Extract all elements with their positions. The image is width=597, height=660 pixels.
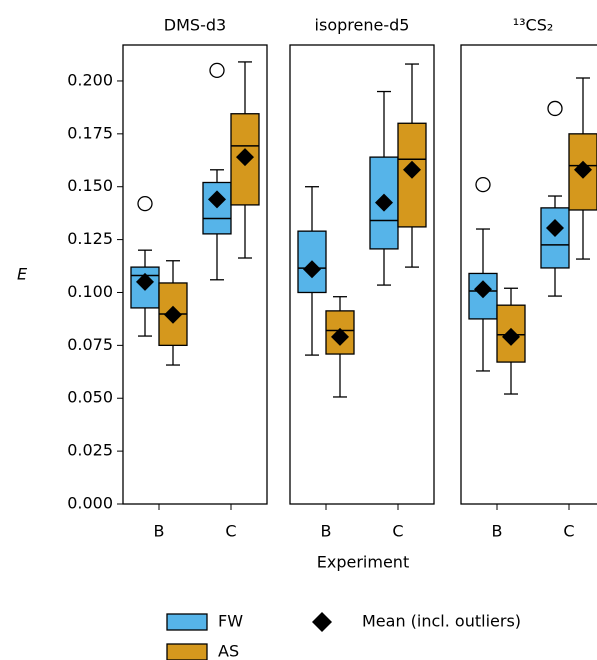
mean-marker [403, 160, 421, 179]
y-tick-label: 0.175 [67, 123, 113, 142]
legend-label: AS [218, 642, 239, 660]
panel-title: isoprene-d5 [315, 16, 410, 35]
mean-marker [303, 260, 321, 279]
mean-marker [331, 327, 349, 346]
y-tick-label: 0.125 [67, 229, 113, 248]
panel-frame [460, 44, 597, 505]
y-tick-label: 0.050 [67, 388, 113, 407]
y-tick-label: 0.075 [67, 335, 113, 354]
x-tick-label: B [321, 522, 332, 541]
legend-label: Mean (incl. outliers) [362, 612, 521, 631]
y-tick-label: 0.000 [67, 494, 113, 513]
legend-swatch [166, 613, 208, 631]
x-tick-label: B [154, 522, 165, 541]
y-tick-label: 0.025 [67, 441, 113, 460]
box [568, 133, 597, 211]
x-axis-label: Experiment [317, 553, 409, 572]
x-tick-label: B [492, 522, 503, 541]
outlier [547, 100, 563, 117]
y-axis-label: E [17, 265, 28, 284]
panel-title: DMS-d3 [164, 16, 226, 35]
panel-frame [122, 44, 268, 505]
mean-marker [236, 148, 254, 167]
mean-marker [208, 190, 226, 209]
panel-title: ¹³CS₂ [513, 16, 554, 35]
x-tick-label: C [563, 522, 574, 541]
x-tick-label: C [225, 522, 236, 541]
outlier [475, 176, 491, 193]
mean-marker [474, 280, 492, 299]
legend-mean-marker [312, 612, 332, 632]
outlier [209, 62, 225, 79]
legend-label: FW [218, 612, 243, 631]
mean-marker [502, 327, 520, 346]
y-tick-label: 0.100 [67, 282, 113, 301]
mean-marker [375, 193, 393, 212]
legend-swatch [166, 643, 208, 660]
y-tick-label: 0.150 [67, 176, 113, 195]
mean-marker [164, 305, 182, 324]
x-tick-label: C [392, 522, 403, 541]
mean-marker [546, 218, 564, 237]
panel-frame [289, 44, 435, 505]
y-tick-label: 0.200 [67, 70, 113, 89]
mean-marker [136, 272, 154, 291]
mean-marker [574, 160, 592, 179]
outlier [137, 195, 153, 212]
box [540, 207, 570, 269]
